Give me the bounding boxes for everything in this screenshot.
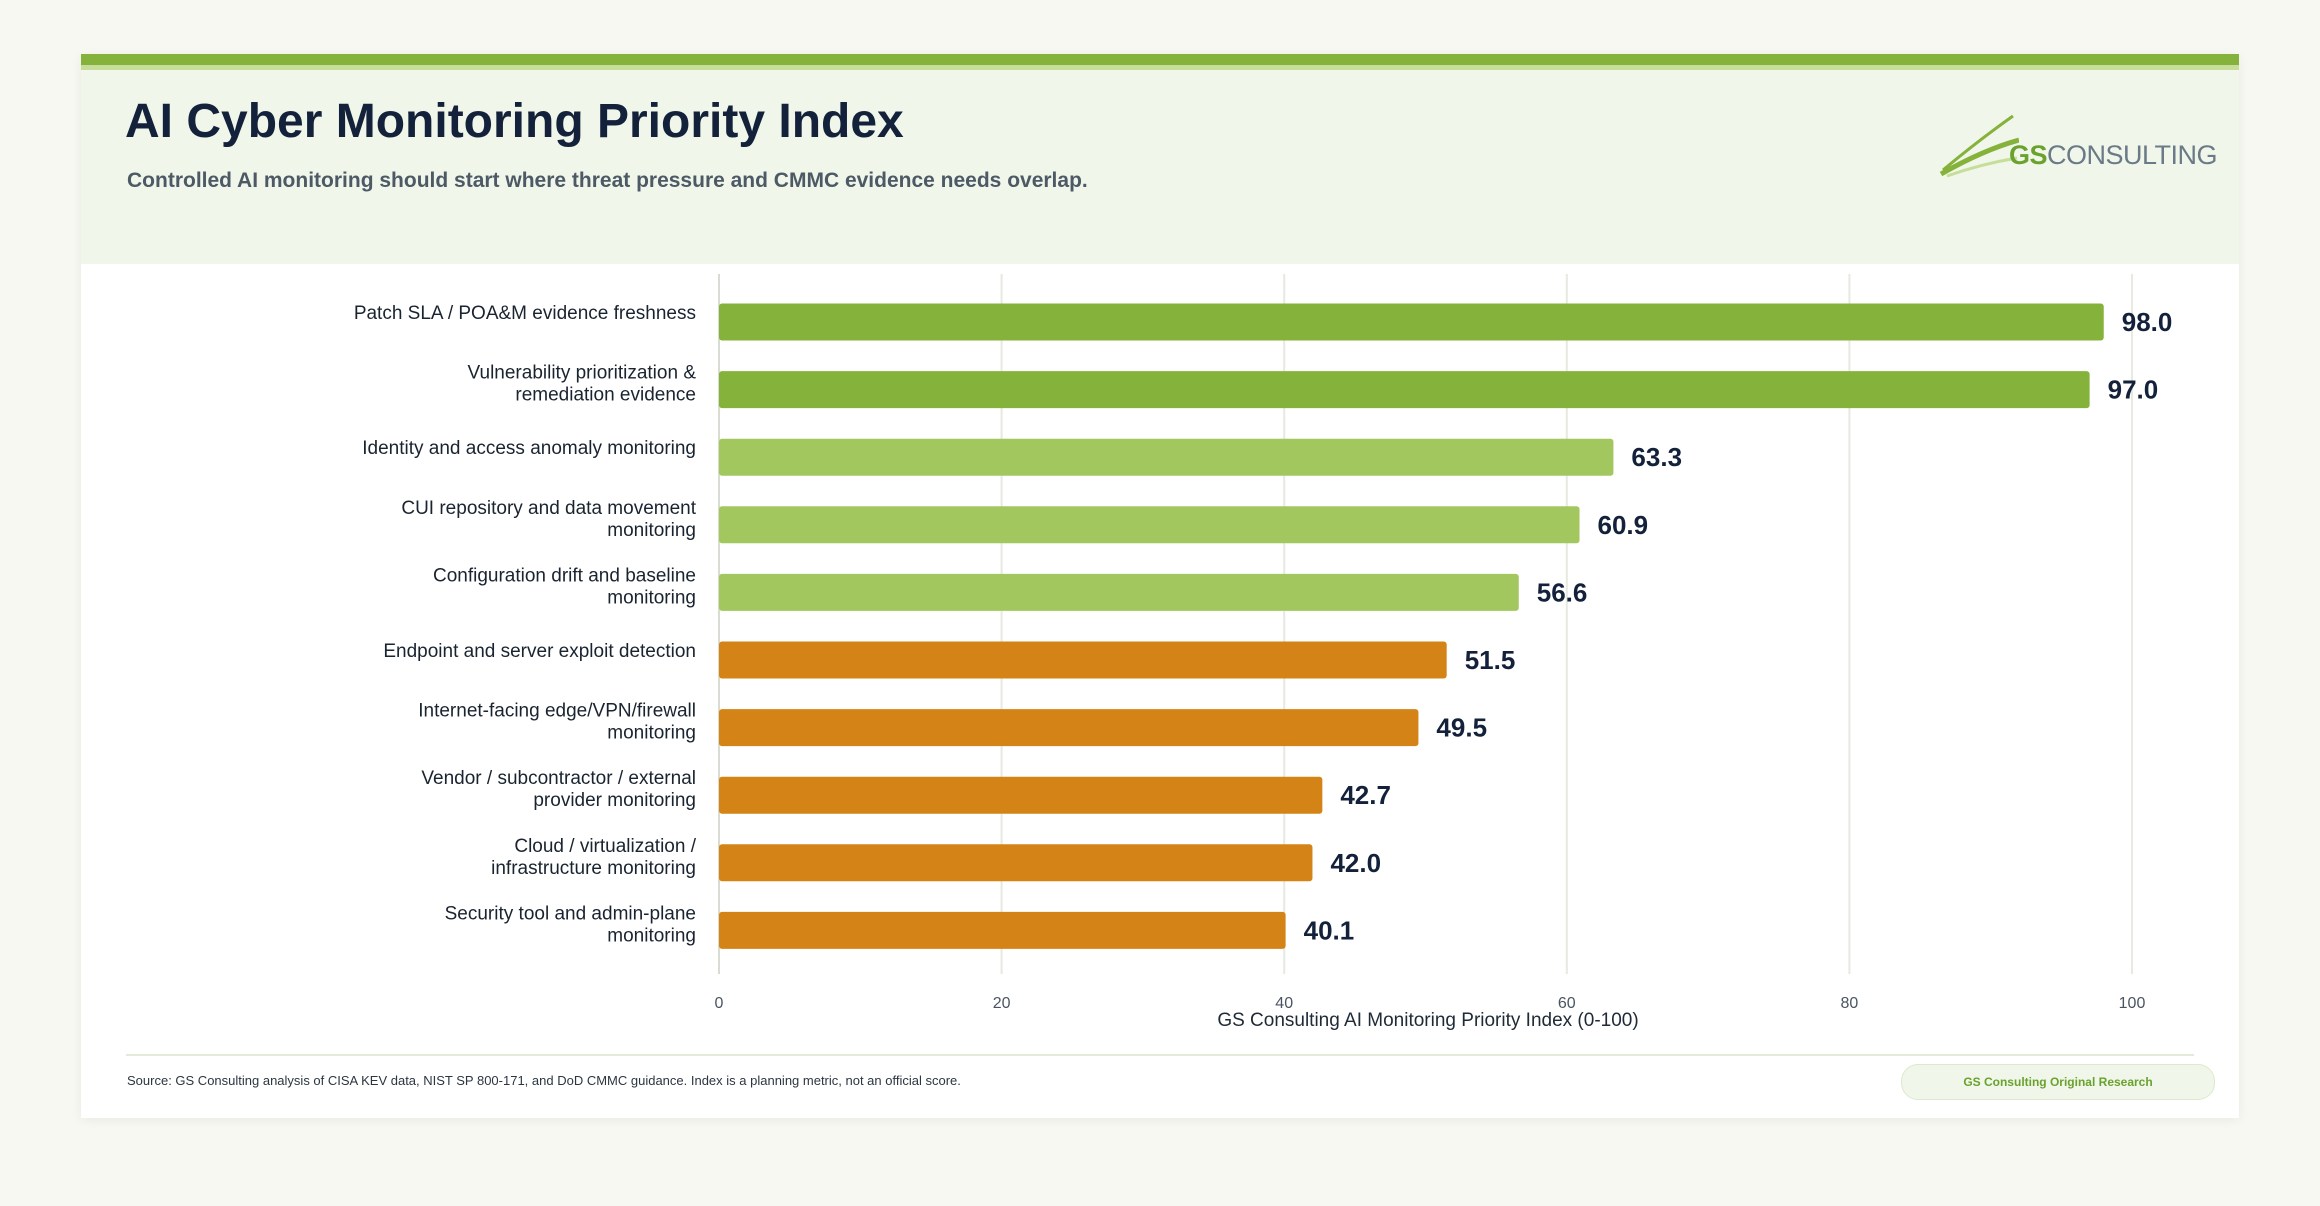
value-label: 60.9 [1598,510,1649,540]
x-tick-labels: 0 20 40 60 80 100 [715,995,2146,1012]
value-label: 56.6 [1537,577,1588,607]
bar-3 [719,506,1580,544]
bar-1 [719,371,2090,409]
category-label: Internet-facing edge/VPN/firewall monitor… [418,701,696,744]
x-tick-label: 60 [1558,995,1576,1012]
bar-2 [719,438,1614,476]
x-tick-label: 20 [993,995,1011,1012]
bar-7 [719,776,1323,814]
bars [719,303,2104,949]
x-axis-label: GS Consulting AI Monitoring Priority Ind… [1217,1010,1638,1031]
category-label: Vulnerability prioritization & remediatio… [468,363,697,406]
category-label: Identity and access anomaly monitoring [362,438,696,459]
value-label: 97.0 [2108,375,2159,405]
value-label: 42.7 [1340,780,1391,810]
bar-6 [719,709,1419,747]
value-label: 51.5 [1465,645,1516,675]
priority-bar-chart: Patch SLA / POA&M evidence freshness Vuln… [354,274,2173,1031]
category-label: Vendor / subcontractor / external provide… [421,768,696,811]
x-tick-label: 100 [2119,995,2146,1012]
category-label: Patch SLA / POA&M evidence freshness [354,303,696,324]
report-card: AI Cyber Monitoring Priority Index Contr… [81,54,2239,1118]
page-title: AI Cyber Monitoring Priority Index [125,95,904,148]
logo-wordmark: GSCONSULTING [2009,140,2218,171]
x-tick-label: 40 [1275,995,1293,1012]
value-labels: 98.0 97.0 63.3 60.9 56.6 51.5 49.5 42.7 42.0 40.1 [1304,307,2173,945]
x-tick-label: 80 [1841,995,1859,1012]
value-label: 42.0 [1330,848,1381,878]
bar-9 [719,911,1286,949]
swoosh-logo-icon [1939,114,2020,178]
accent-bar-light [81,65,2239,70]
accent-bar [81,54,2239,65]
bar-5 [719,641,1447,679]
x-tick-label: 0 [715,995,724,1012]
category-label: Configuration drift and baseline monitori… [433,565,696,608]
category-label: Endpoint and server exploit detection [383,641,696,662]
value-label: 63.3 [1631,442,1682,472]
category-labels: Patch SLA / POA&M evidence freshness Vuln… [354,303,697,946]
category-label: Cloud / virtualization / infrastructure m… [491,836,697,879]
footer-divider [126,1054,2194,1056]
logo-gs: GS [2009,140,2048,170]
bar-4 [719,573,1519,611]
bar-8 [719,844,1313,882]
header: AI Cyber Monitoring Priority Index Contr… [81,70,2239,264]
value-label: 49.5 [1436,713,1487,743]
page-subtitle: Controlled AI monitoring should start wh… [127,169,1088,192]
value-label: 98.0 [2122,307,2173,337]
bar-0 [719,303,2104,341]
original-research-badge: GS Consulting Original Research [1901,1064,2215,1100]
category-label: Security tool and admin-plane monitoring [445,903,696,946]
category-label: CUI repository and data movement monitori… [401,498,696,541]
value-label: 40.1 [1304,915,1355,945]
gs-consulting-logo: GSCONSULTING [1939,110,2218,180]
logo-consulting: CONSULTING [2047,140,2218,170]
source-note: Source: GS Consulting analysis of CISA K… [127,1073,961,1088]
